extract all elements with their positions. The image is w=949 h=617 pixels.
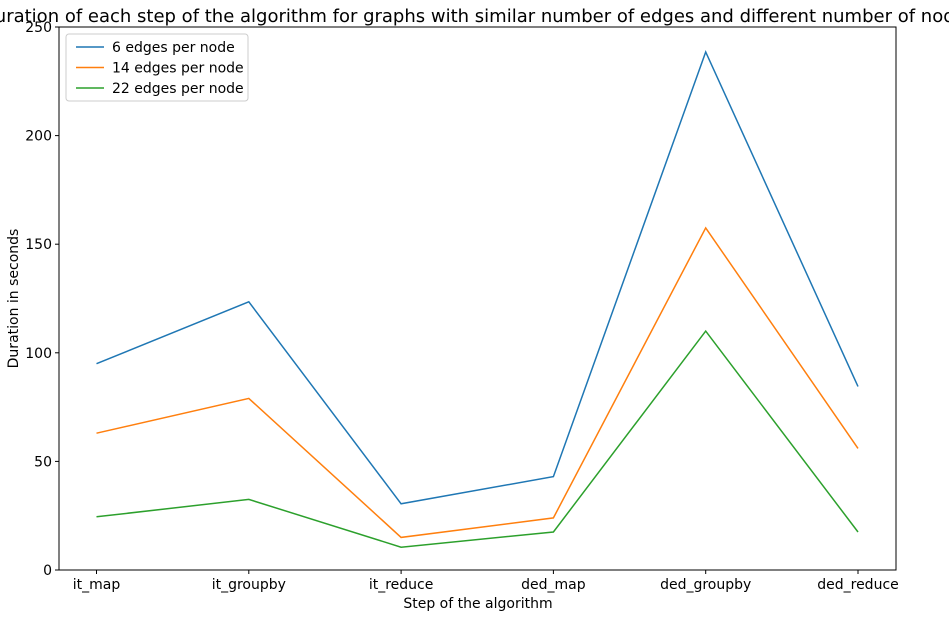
x-tick-label: ded_map	[521, 577, 586, 593]
x-tick-label: it_reduce	[369, 577, 434, 593]
plot-area	[58, 26, 897, 571]
x-axis-label: Step of the algorithm	[403, 596, 552, 612]
y-tick-label: 100	[25, 346, 52, 362]
y-tick-label: 150	[25, 237, 52, 253]
x-axis: it_map it_groupby it_reduce ded_map ded_grou…	[73, 570, 899, 593]
x-tick-label: ded_reduce	[817, 577, 899, 593]
legend-label: 6 edges per node	[112, 40, 235, 56]
y-axis-label: Duration in seconds	[6, 229, 22, 369]
legend-label: 22 edges per node	[112, 81, 244, 97]
y-tick-label: 200	[25, 129, 52, 145]
x-tick-label: it_groupby	[212, 577, 286, 593]
x-tick-label: ded_groupby	[660, 577, 751, 593]
series-line-3	[96, 329, 859, 548]
y-tick-label: 50	[34, 454, 52, 470]
chart-title: Duration of each step of the algorithm f…	[0, 6, 949, 27]
series-line-2	[96, 226, 859, 539]
series-line-1	[96, 50, 859, 505]
y-tick-label: 0	[43, 563, 52, 579]
legend-box	[65, 33, 249, 102]
y-tick-label: 250	[25, 20, 52, 36]
y-axis: 0 50 100 150 200 250	[25, 20, 59, 579]
legend: 6 edges per node 14 edges per node 22 edge…	[65, 33, 249, 102]
series-lines	[96, 50, 859, 548]
legend-label: 14 edges per node	[112, 61, 244, 77]
x-tick-label: it_map	[73, 577, 121, 593]
